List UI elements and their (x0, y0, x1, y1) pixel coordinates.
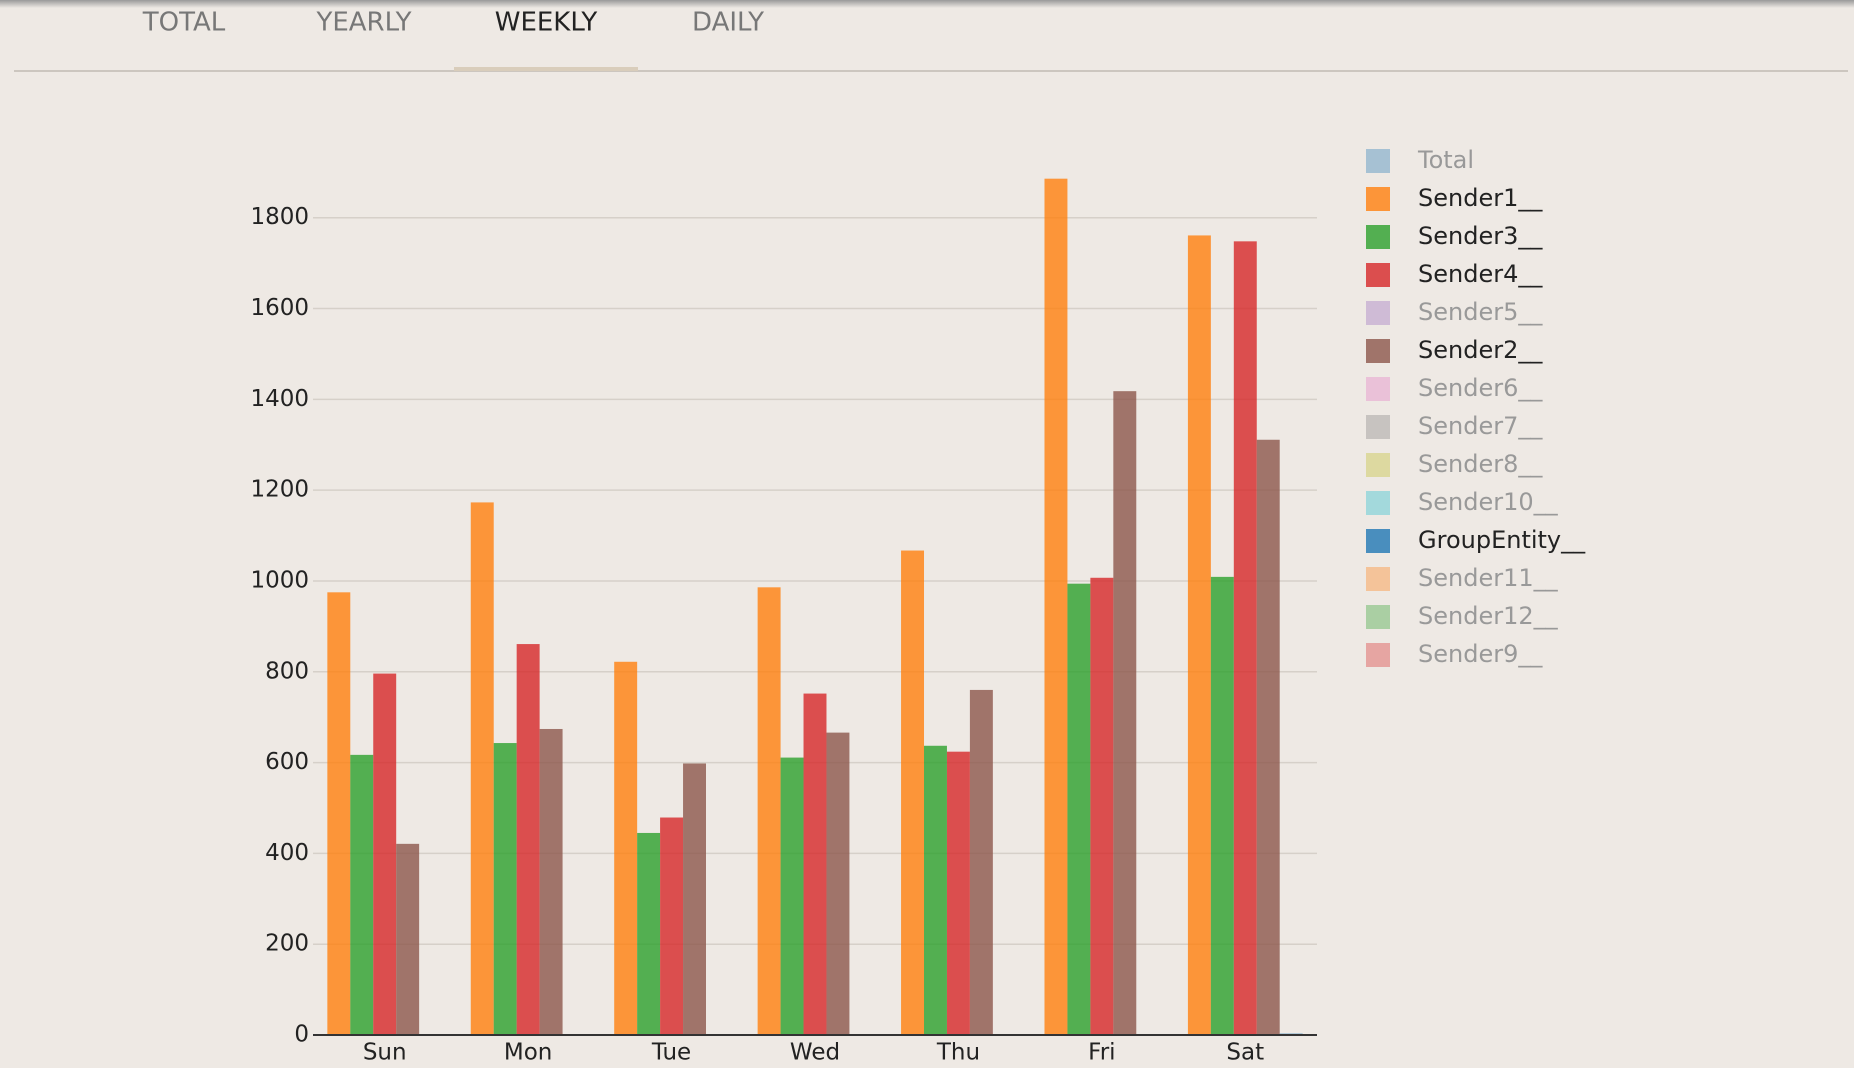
y-tick-label: 800 (265, 658, 309, 684)
bar (780, 757, 804, 1035)
bar (1256, 439, 1280, 1035)
legend-label[interactable]: Sender7__ (1418, 412, 1543, 440)
bar (1233, 241, 1257, 1035)
y-tick-label: 200 (265, 931, 309, 957)
y-tick-label: 1000 (250, 567, 309, 593)
legend-swatch[interactable] (1366, 491, 1390, 515)
bar (350, 754, 374, 1035)
bar (493, 743, 517, 1035)
legend-label[interactable]: Sender10__ (1418, 488, 1559, 516)
legend-swatch[interactable] (1366, 301, 1390, 325)
chart: 0 200 400 600 800 1000 1200 1400 1600 1800 Sun Mon T… (250, 146, 1586, 1066)
legend-label[interactable]: Total (1417, 146, 1474, 174)
tab[interactable]: YEARLY (315, 8, 411, 38)
y-tick-label: 1600 (250, 295, 309, 321)
tab[interactable]: DAILY (692, 8, 764, 38)
bar (683, 763, 706, 1035)
legend-swatch[interactable] (1366, 415, 1390, 439)
x-tick-label: Tue (651, 1040, 691, 1066)
legend-label[interactable]: Sender9__ (1418, 640, 1543, 668)
legend-swatch[interactable] (1366, 339, 1390, 363)
bar (539, 728, 563, 1035)
legend-label[interactable]: Sender4__ (1418, 260, 1543, 288)
legend-swatch[interactable] (1366, 567, 1390, 591)
tab[interactable]: WEEKLY (495, 8, 598, 38)
legend-swatch[interactable] (1366, 529, 1390, 553)
y-tick-label: 1400 (250, 386, 309, 412)
bar (946, 751, 970, 1035)
bar (614, 661, 638, 1035)
legend-label[interactable]: Sender8__ (1418, 450, 1543, 478)
legend-swatch[interactable] (1366, 187, 1390, 211)
bar (1090, 577, 1114, 1035)
legend-swatch[interactable] (1366, 225, 1390, 249)
bar (1044, 178, 1068, 1035)
bar (1210, 576, 1234, 1035)
legend-label[interactable]: Sender6__ (1418, 374, 1543, 402)
tab[interactable]: TOTAL (142, 8, 226, 38)
bar (516, 644, 540, 1035)
legend-label[interactable]: Sender3__ (1418, 222, 1543, 250)
legend-label[interactable]: Sender5__ (1418, 298, 1543, 326)
bar (969, 689, 993, 1035)
legend-label[interactable]: Sender2__ (1418, 336, 1543, 364)
x-tick-label: Thu (936, 1040, 980, 1066)
legend-swatch[interactable] (1366, 643, 1390, 667)
bar (1187, 235, 1211, 1036)
legend-label[interactable]: Sender1__ (1418, 184, 1543, 212)
bar (924, 745, 947, 1035)
x-tick-label: Fri (1088, 1040, 1115, 1066)
bar (901, 550, 925, 1035)
bar (1067, 583, 1091, 1035)
legend-label[interactable]: GroupEntity__ (1418, 526, 1586, 554)
legend-label[interactable]: Sender11__ (1418, 564, 1559, 592)
legend-swatch[interactable] (1366, 605, 1390, 629)
bar (327, 592, 351, 1035)
bar (757, 587, 781, 1035)
bar (826, 732, 850, 1035)
tab-bar: TOTAL YEARLY WEEKLY DAILY (142, 8, 764, 71)
legend-label[interactable]: Sender12__ (1418, 602, 1559, 630)
bar (373, 673, 397, 1035)
x-tick-label: Sun (363, 1040, 407, 1066)
legend-swatch[interactable] (1366, 453, 1390, 477)
legend-swatch[interactable] (1366, 263, 1390, 287)
x-tick-label: Mon (504, 1040, 553, 1066)
y-tick-label: 400 (265, 840, 309, 866)
bar (660, 817, 684, 1035)
y-tick-label: 0 (294, 1022, 309, 1048)
bar (470, 502, 494, 1035)
bar (396, 843, 420, 1035)
bar (637, 832, 661, 1035)
tab-underline (454, 67, 638, 71)
bar (803, 693, 827, 1035)
x-tick-label: Wed (790, 1040, 840, 1066)
x-tick-label: Sat (1226, 1040, 1264, 1066)
y-tick-label: 1200 (250, 477, 309, 503)
y-tick-label: 600 (265, 749, 309, 775)
top-shadow (0, 0, 1854, 8)
y-tick-label: 1800 (250, 204, 309, 230)
legend-swatch[interactable] (1366, 377, 1390, 401)
bar (1113, 391, 1137, 1035)
legend-swatch[interactable] (1366, 149, 1390, 173)
